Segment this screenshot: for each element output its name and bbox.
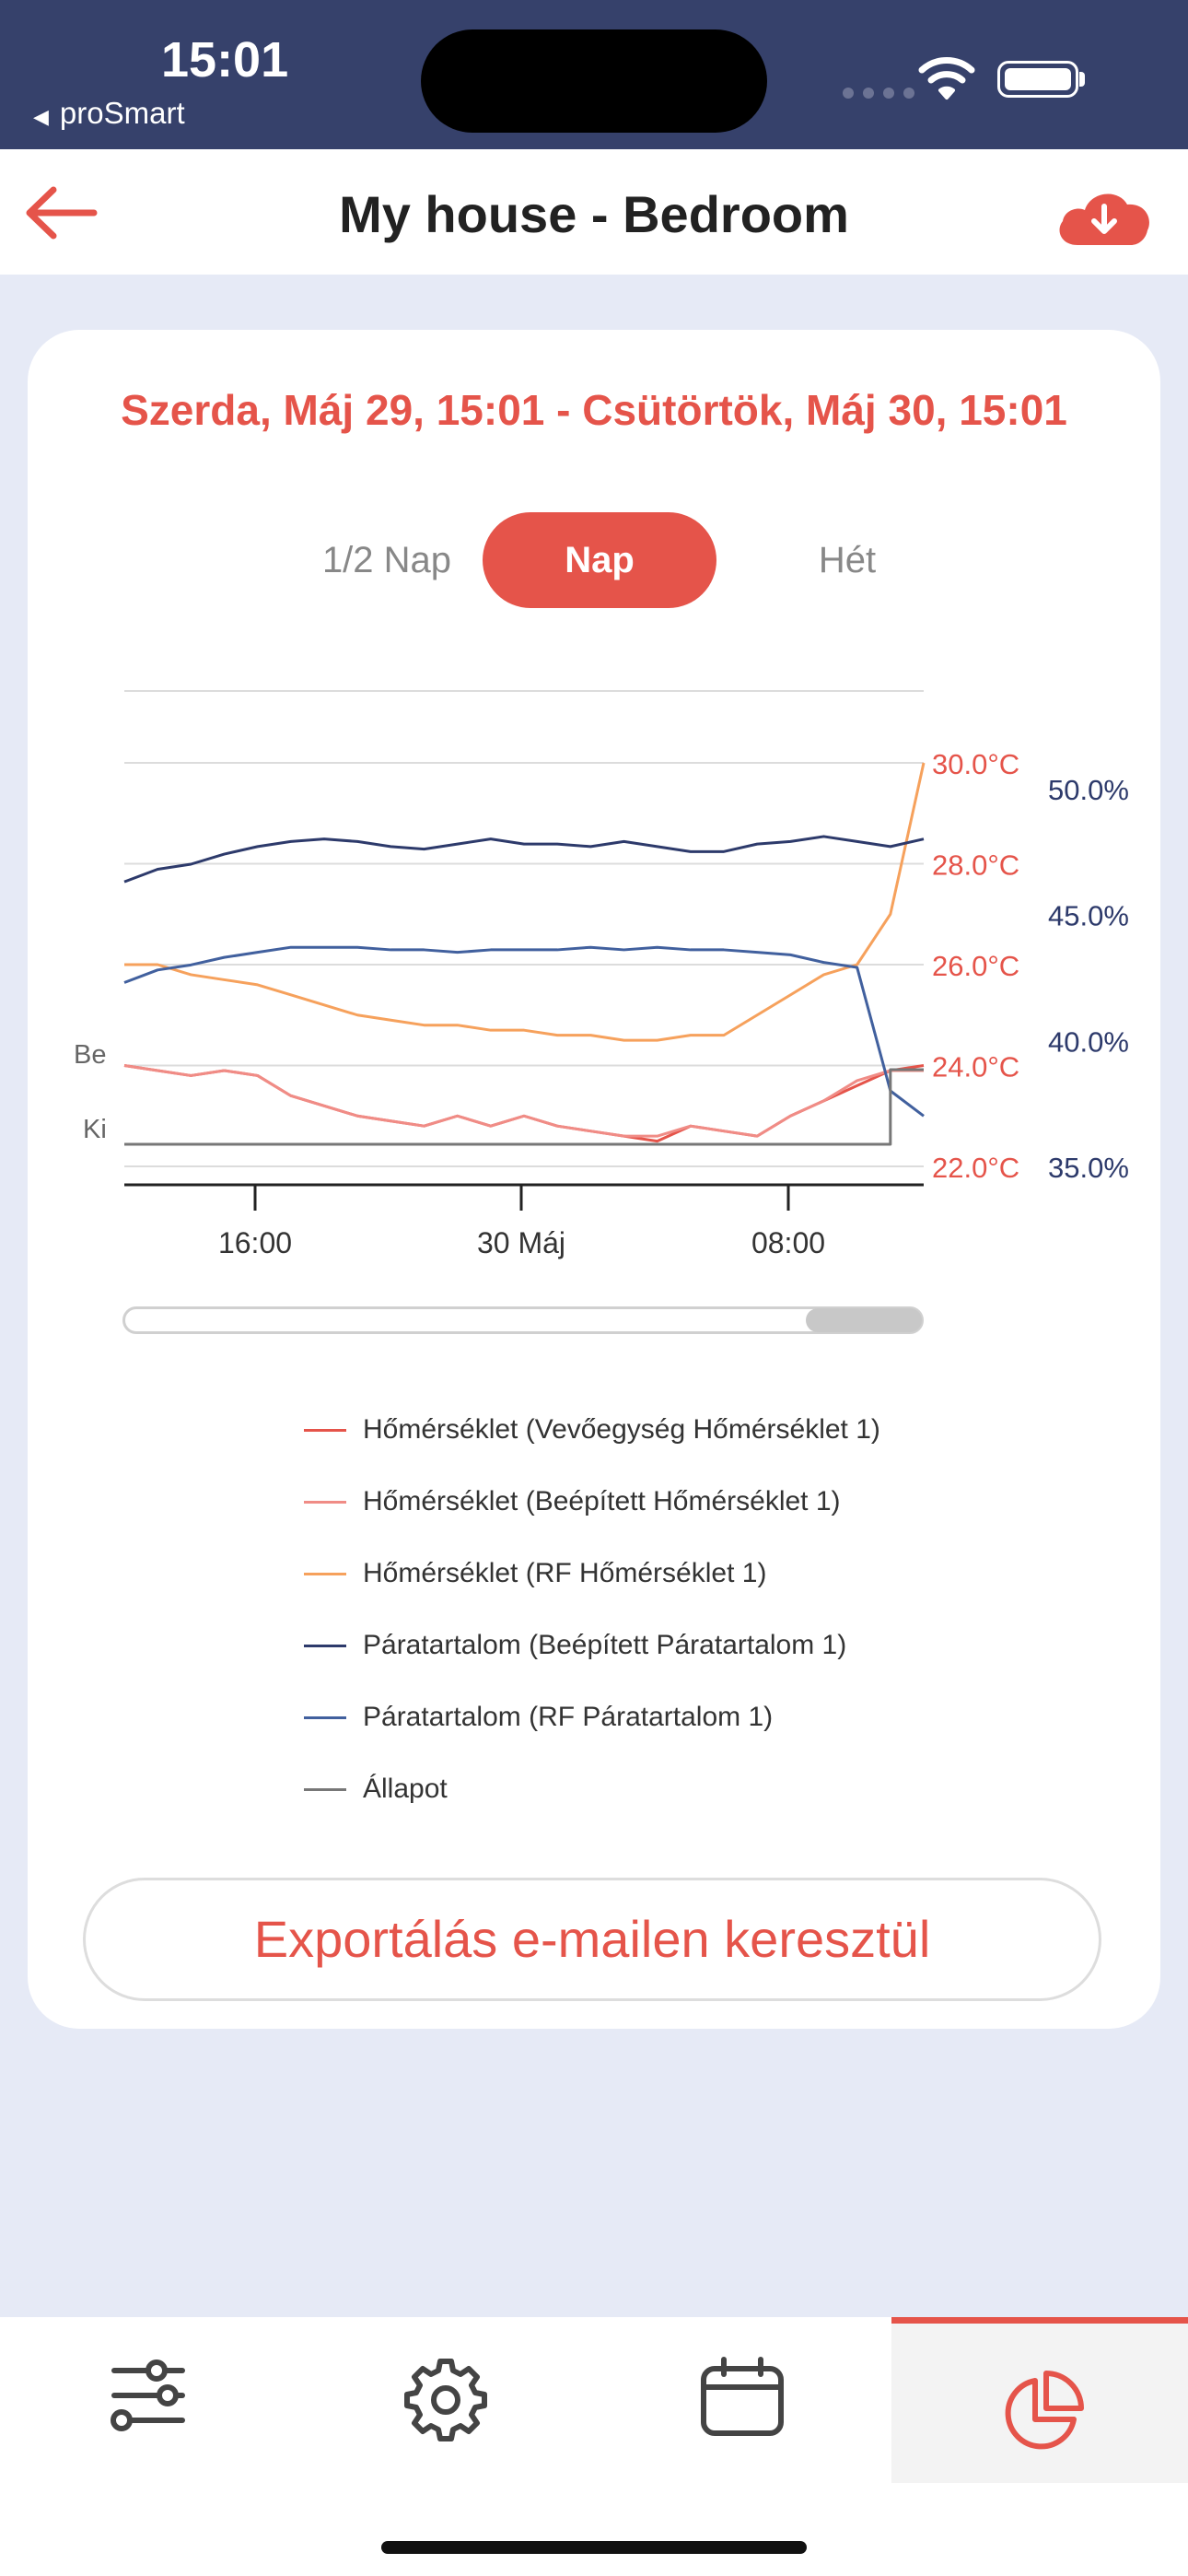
signal-icon (843, 87, 924, 103)
arrow-left-icon[interactable] (22, 184, 99, 241)
tab-half-day[interactable]: 1/2 Nap (321, 540, 452, 580)
series-line (124, 762, 926, 1042)
legend-swatch (304, 1787, 346, 1791)
sliders-icon (111, 2359, 185, 2431)
tab-week[interactable]: Hét (818, 540, 877, 580)
cloud-download-icon[interactable] (1054, 182, 1155, 249)
series-line (124, 1068, 924, 1146)
series-line (123, 1064, 924, 1138)
legend-swatch (304, 1428, 346, 1432)
legend-item[interactable]: Hőmérséklet (Beépített Hőmérséklet 1) (304, 1466, 880, 1538)
nav-statistics[interactable] (891, 2317, 1188, 2483)
home-indicator (381, 2541, 807, 2554)
legend-label: Páratartalom (Beépített Páratartalom 1) (363, 1630, 847, 1660)
battery-icon (997, 61, 1078, 98)
humidity-tick-label: 40.0% (1048, 1025, 1129, 1058)
scroll-thumb[interactable] (806, 1308, 922, 1332)
page-title: My house - Bedroom (339, 185, 849, 243)
temp-tick-label: 26.0°C (932, 950, 1019, 982)
calendar-icon (701, 2357, 784, 2436)
app-header: My house - Bedroom (0, 149, 1188, 275)
history-chart[interactable]: 16:00 30 Máj 08:00 30.0°C 28.0°C 26.0°C 24.0°C… (28, 330, 1160, 1297)
state-tick-label: Be (74, 1040, 106, 1070)
x-tick-label: 30 Máj (477, 1226, 565, 1259)
temp-tick-label: 22.0°C (932, 1152, 1019, 1184)
wifi-icon (918, 57, 975, 100)
battery-nub (1079, 72, 1085, 87)
bottom-nav (0, 2317, 1188, 2576)
nav-controls[interactable] (0, 2317, 297, 2483)
export-email-button[interactable]: Exportálás e-mailen keresztül (83, 1878, 1101, 2001)
state-tick-label: Ki (83, 1115, 107, 1144)
series-line (123, 1064, 925, 1143)
chart-legend: Hőmérséklet (Vevőegység Hőmérséklet 1) H… (304, 1394, 880, 1825)
legend-label: Páratartalom (RF Páratartalom 1) (363, 1702, 774, 1732)
legend-swatch (304, 1500, 346, 1504)
chart-card: Szerda, Máj 29, 15:01 - Csütörtök, Máj 3… (28, 330, 1160, 2029)
legend-label: Hőmérséklet (RF Hőmérséklet 1) (363, 1558, 767, 1588)
series-line (123, 945, 925, 1118)
legend-swatch (304, 1715, 346, 1719)
legend-item[interactable]: Hőmérséklet (RF Hőmérséklet 1) (304, 1538, 880, 1610)
legend-item[interactable]: Hőmérséklet (Vevőegység Hőmérséklet 1) (304, 1394, 880, 1466)
legend-label: Hőmérséklet (Beépített Hőmérséklet 1) (363, 1486, 841, 1516)
dynamic-island (421, 29, 767, 133)
chart-scrollbar[interactable] (122, 1306, 924, 1334)
legend-label: Hőmérséklet (Vevőegység Hőmérséklet 1) (363, 1414, 880, 1445)
temp-tick-label: 28.0°C (932, 849, 1019, 882)
pie-chart-icon (1005, 2371, 1084, 2450)
status-time: 15:01 (161, 32, 289, 88)
status-bar: 15:01 ◀ proSmart (0, 0, 1188, 149)
humidity-tick-label: 45.0% (1048, 900, 1129, 932)
legend-item[interactable]: Páratartalom (RF Páratartalom 1) (304, 1681, 880, 1753)
nav-schedule[interactable] (593, 2317, 890, 2483)
back-to-app-link[interactable]: ◀ proSmart (33, 96, 185, 131)
temp-tick-label: 24.0°C (932, 1051, 1019, 1083)
humidity-tick-label: 35.0% (1048, 1152, 1129, 1184)
back-app-label: proSmart (59, 96, 185, 130)
legend-item[interactable]: Állapot (304, 1753, 880, 1825)
legend-item[interactable]: Páratartalom (Beépített Páratartalom 1) (304, 1610, 880, 1681)
x-tick-label: 16:00 (218, 1226, 292, 1259)
temp-tick-label: 30.0°C (932, 748, 1019, 780)
series-line (123, 835, 925, 884)
gear-icon (404, 2359, 487, 2441)
legend-label: Állapot (363, 1774, 448, 1804)
nav-settings[interactable] (297, 2317, 593, 2483)
legend-swatch (304, 1644, 346, 1647)
date-range: Szerda, Máj 29, 15:01 - Csütörtök, Máj 3… (121, 386, 1067, 434)
tab-day[interactable]: Nap (483, 512, 716, 608)
legend-swatch (304, 1572, 346, 1575)
triangle-left-icon: ◀ (33, 105, 49, 128)
humidity-tick-label: 50.0% (1048, 774, 1129, 806)
x-tick-label: 08:00 (751, 1226, 825, 1259)
